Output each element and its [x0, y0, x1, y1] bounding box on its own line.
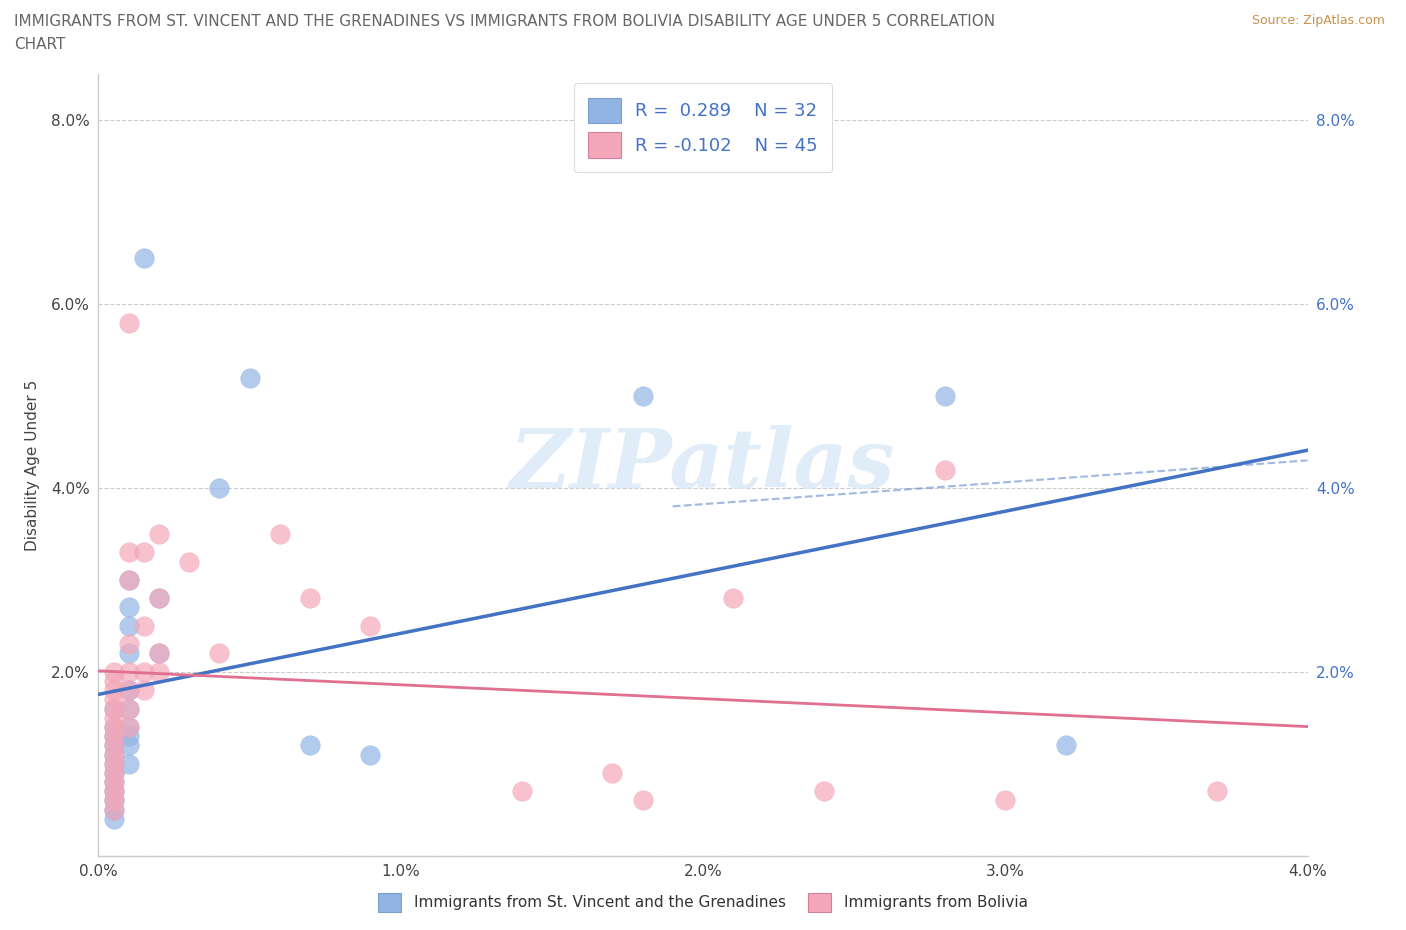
Point [103, 737, 125, 752]
Point [118, 729, 141, 744]
Point [118, 573, 141, 588]
Y-axis label: Disability Age Under 5: Disability Age Under 5 [25, 379, 41, 551]
Point [360, 747, 382, 762]
Point [631, 793, 654, 808]
Point [103, 784, 125, 799]
Point [132, 618, 155, 633]
Point [103, 803, 125, 817]
Point [299, 591, 322, 605]
Point [118, 720, 141, 735]
Point [103, 664, 125, 679]
Point [118, 573, 141, 588]
Point [103, 720, 125, 735]
Point [118, 737, 141, 752]
Point [299, 737, 322, 752]
Point [103, 692, 125, 707]
Point [148, 646, 170, 661]
Point [360, 618, 382, 633]
Point [602, 765, 624, 780]
Point [103, 756, 125, 771]
Point [148, 591, 170, 605]
Point [103, 756, 125, 771]
Point [118, 646, 141, 661]
Text: IMMIGRANTS FROM ST. VINCENT AND THE GRENADINES VS IMMIGRANTS FROM BOLIVIA DISABI: IMMIGRANTS FROM ST. VINCENT AND THE GREN… [14, 14, 995, 29]
Point [148, 526, 170, 541]
Point [813, 784, 835, 799]
Point [118, 701, 141, 716]
Point [118, 664, 141, 679]
Point [118, 315, 141, 330]
Point [208, 481, 231, 496]
Point [934, 389, 956, 404]
Point [631, 389, 654, 404]
Point [723, 591, 745, 605]
Point [103, 720, 125, 735]
Point [132, 683, 155, 698]
Point [103, 784, 125, 799]
Point [269, 526, 291, 541]
Text: CHART: CHART [14, 37, 66, 52]
Point [118, 701, 141, 716]
Point [132, 251, 155, 266]
Legend: Immigrants from St. Vincent and the Grenadines, Immigrants from Bolivia: Immigrants from St. Vincent and the Gren… [373, 887, 1033, 918]
Point [103, 803, 125, 817]
Point [239, 370, 262, 385]
Point [103, 737, 125, 752]
Point [103, 729, 125, 744]
Point [103, 765, 125, 780]
Point [103, 775, 125, 790]
Point [118, 683, 141, 698]
Point [103, 701, 125, 716]
Point [1054, 737, 1077, 752]
Point [103, 793, 125, 808]
Text: ZIPatlas: ZIPatlas [510, 425, 896, 505]
Point [103, 673, 125, 688]
Point [934, 462, 956, 477]
Point [148, 646, 170, 661]
Point [118, 683, 141, 698]
Point [179, 554, 201, 569]
Point [103, 747, 125, 762]
Point [103, 747, 125, 762]
Point [103, 711, 125, 725]
Point [103, 811, 125, 826]
Point [148, 591, 170, 605]
Point [103, 765, 125, 780]
Point [208, 646, 231, 661]
Point [148, 664, 170, 679]
Point [103, 729, 125, 744]
Point [118, 637, 141, 652]
Point [103, 683, 125, 698]
Point [132, 545, 155, 560]
Point [103, 701, 125, 716]
Point [994, 793, 1017, 808]
Point [118, 756, 141, 771]
Point [132, 664, 155, 679]
Point [118, 720, 141, 735]
Point [118, 545, 141, 560]
Text: Source: ZipAtlas.com: Source: ZipAtlas.com [1251, 14, 1385, 27]
Point [1206, 784, 1229, 799]
Legend: R =  0.289    N = 32, R = -0.102    N = 45: R = 0.289 N = 32, R = -0.102 N = 45 [574, 84, 832, 172]
Point [103, 775, 125, 790]
Point [118, 618, 141, 633]
Point [118, 600, 141, 615]
Point [510, 784, 533, 799]
Point [103, 793, 125, 808]
